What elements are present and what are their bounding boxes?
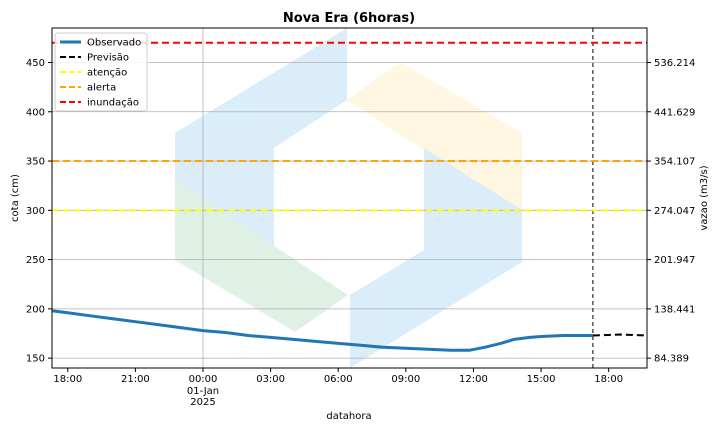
- x-tick-label: 00:00: [189, 374, 218, 385]
- series-line-Previsão: [592, 333, 648, 337]
- x-axis-label: datahora: [326, 411, 371, 422]
- x-tick-label: 18:00: [594, 374, 623, 385]
- y-tick-label: 300: [26, 206, 45, 217]
- series-lines: [51, 309, 648, 352]
- y2-tick-label: 138.441: [654, 304, 695, 315]
- legend-label: inundação: [87, 98, 139, 109]
- series-line-Observado: [51, 309, 593, 352]
- legend-box: [54, 32, 148, 112]
- x-tick-label: 09:00: [391, 374, 420, 385]
- y-axis-label: cota (cm): [10, 174, 21, 222]
- plot-frame: [51, 27, 648, 369]
- y-tick-label: 450: [26, 58, 45, 69]
- x-tick-label: 06:00: [324, 374, 353, 385]
- y-tick-label: 150: [26, 354, 45, 365]
- legend: Observado Previsão atenção alerta inundação: [54, 32, 148, 112]
- y2-tick-label: 201.947: [654, 255, 695, 266]
- x-tick-label: 12:00: [459, 374, 488, 385]
- x-tick-label: 03:00: [256, 374, 285, 385]
- y2-axis-label: vazao (m3/s): [699, 165, 710, 230]
- y-axis-ticks: 150 200 250 300 350 400 450: [26, 58, 52, 365]
- y2-tick-label: 441.629: [654, 107, 695, 118]
- reference-lines: [52, 28, 647, 368]
- y2-tick-label: 84.389: [654, 354, 689, 365]
- legend-label: Observado: [87, 38, 141, 49]
- x-tick-date-label: 01-Jan: [187, 386, 219, 397]
- legend-label: Previsão: [87, 53, 129, 64]
- y-tick-label: 350: [26, 157, 45, 168]
- x-tick-label: 21:00: [121, 374, 150, 385]
- x-tick-label: 15:00: [527, 374, 556, 385]
- y2-tick-label: 354.107: [654, 157, 695, 168]
- chart-title: Nova Era (6horas): [283, 11, 415, 26]
- y-tick-label: 200: [26, 304, 45, 315]
- y-tick-label: 400: [26, 107, 45, 118]
- y-tick-label: 250: [26, 255, 45, 266]
- legend-label: atenção: [87, 68, 127, 79]
- y2-axis-ticks: 84.389 138.441 201.947 274.047 354.107 441.62…: [647, 58, 695, 365]
- legend-label: alerta: [87, 83, 116, 94]
- y2-tick-label: 274.047: [654, 206, 695, 217]
- watermark-logo: [175, 28, 522, 368]
- y2-tick-label: 536.214: [654, 58, 695, 69]
- x-tick-label: 18:00: [53, 374, 82, 385]
- x-tick-year-label: 2025: [190, 397, 215, 408]
